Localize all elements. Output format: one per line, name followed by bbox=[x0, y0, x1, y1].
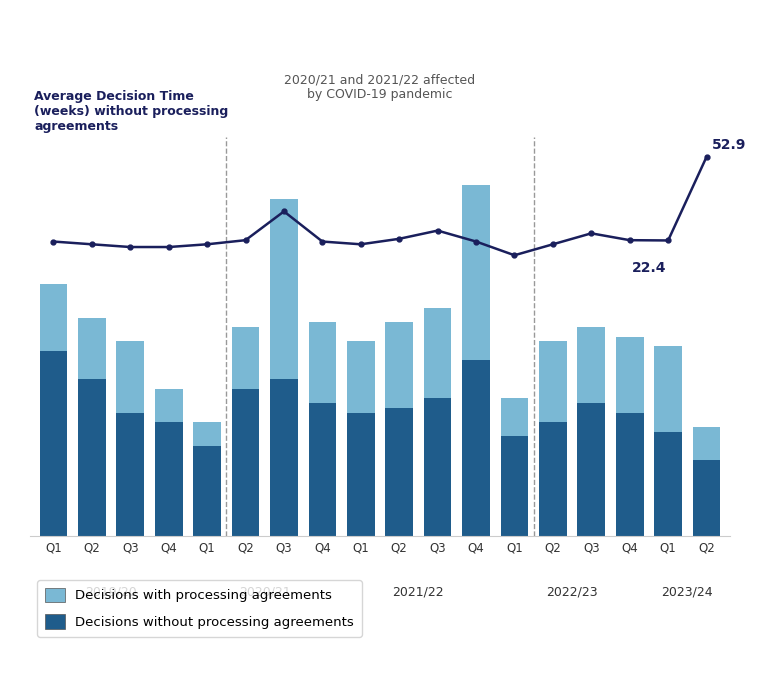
Bar bbox=[692, 427, 720, 460]
Text: 2019/20: 2019/20 bbox=[85, 585, 137, 598]
Bar bbox=[539, 422, 567, 536]
Bar bbox=[40, 351, 68, 536]
Bar bbox=[424, 398, 451, 536]
Bar bbox=[193, 422, 221, 446]
Bar bbox=[232, 327, 259, 389]
Bar bbox=[116, 341, 144, 412]
Bar bbox=[116, 412, 144, 536]
Bar bbox=[347, 412, 375, 536]
Bar bbox=[654, 346, 682, 431]
Bar bbox=[578, 327, 605, 403]
Bar bbox=[347, 341, 375, 412]
Bar bbox=[539, 341, 567, 422]
Bar bbox=[462, 185, 490, 361]
Bar bbox=[385, 322, 413, 408]
Text: 2020/21 and 2021/22 affected
by COVID-19 pandemic: 2020/21 and 2021/22 affected by COVID-19… bbox=[284, 74, 476, 102]
Text: 2022/23: 2022/23 bbox=[546, 585, 598, 598]
Bar bbox=[462, 361, 490, 536]
Bar bbox=[309, 403, 336, 536]
Bar bbox=[616, 412, 644, 536]
Bar bbox=[424, 308, 451, 398]
Bar bbox=[270, 379, 298, 536]
Text: 2021/22: 2021/22 bbox=[393, 585, 445, 598]
Text: 2020/21: 2020/21 bbox=[239, 585, 290, 598]
Bar bbox=[501, 436, 528, 536]
Text: 2023/24: 2023/24 bbox=[661, 585, 713, 598]
Bar bbox=[193, 446, 221, 536]
Bar bbox=[385, 408, 413, 536]
Text: Average Decision Time
(weeks) without processing
agreements: Average Decision Time (weeks) without pr… bbox=[34, 90, 229, 133]
Legend: Decisions with processing agreements, Decisions without processing agreements: Decisions with processing agreements, De… bbox=[37, 580, 362, 637]
Bar bbox=[232, 389, 259, 536]
Bar bbox=[155, 389, 182, 422]
Bar bbox=[692, 460, 720, 536]
Bar bbox=[40, 284, 68, 351]
Bar bbox=[270, 199, 298, 379]
Bar bbox=[578, 403, 605, 536]
Text: 22.4: 22.4 bbox=[632, 261, 667, 275]
Bar bbox=[78, 379, 106, 536]
Bar bbox=[616, 337, 644, 412]
Bar bbox=[155, 422, 182, 536]
Text: 52.9: 52.9 bbox=[712, 138, 746, 152]
Bar bbox=[501, 398, 528, 436]
Bar bbox=[78, 317, 106, 379]
Bar bbox=[654, 431, 682, 536]
Bar bbox=[309, 322, 336, 403]
